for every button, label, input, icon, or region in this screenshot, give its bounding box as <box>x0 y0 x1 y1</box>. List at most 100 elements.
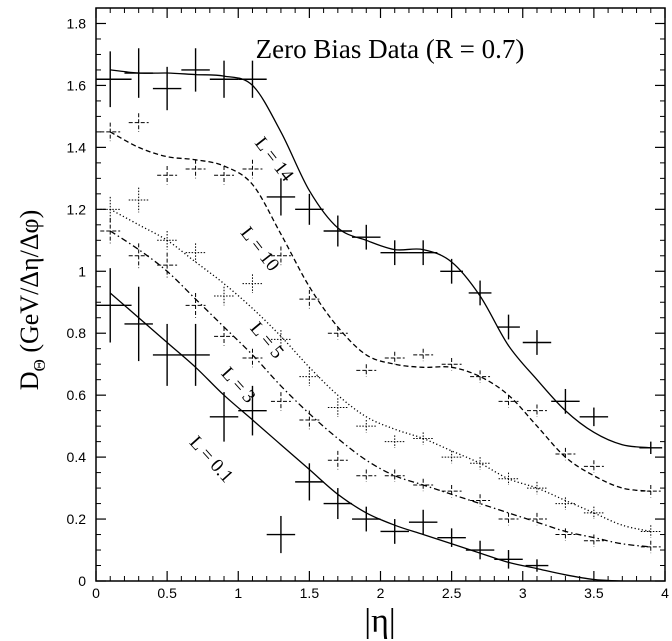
y-tick-label: 1.4 <box>67 139 87 155</box>
data-point <box>413 478 434 492</box>
data-point <box>441 357 462 371</box>
data-point <box>214 327 234 346</box>
data-point <box>181 323 210 386</box>
axis-ticks: 0 0.5 1 1.5 2 2.5 3 3.5 4 0 0.2 0.4 0.6 0.8 1 1.2 1.4 1.6… <box>67 8 669 601</box>
data-point <box>152 66 182 111</box>
data-point <box>299 289 320 309</box>
data-point <box>356 469 377 482</box>
x-tick-label: 3.5 <box>584 585 604 601</box>
data-point <box>100 122 121 142</box>
data-point <box>525 559 549 572</box>
series-curves <box>109 69 651 581</box>
data-point <box>242 274 263 293</box>
data-point <box>96 268 132 343</box>
data-point <box>185 292 206 318</box>
data-point <box>437 528 466 547</box>
data-point <box>185 159 206 179</box>
data-point <box>352 506 381 532</box>
data-point <box>209 60 239 98</box>
series-line <box>109 292 623 581</box>
data-point <box>270 330 291 349</box>
data-point <box>498 512 519 526</box>
data-point <box>380 519 409 544</box>
data-point <box>356 419 377 433</box>
data-point <box>185 243 206 262</box>
data-point <box>470 457 491 470</box>
chart-title: Zero Bias Data (R = 0.7) <box>256 34 525 64</box>
data-point <box>583 506 604 520</box>
data-point <box>295 193 324 225</box>
y-tick-label: 1.2 <box>67 201 87 217</box>
x-tick-label: 1 <box>234 585 242 601</box>
x-tick-label: 4 <box>661 585 669 601</box>
data-point <box>157 252 178 278</box>
data-point <box>440 258 464 284</box>
data-point <box>327 450 348 470</box>
data-point <box>640 525 661 538</box>
data-point <box>470 370 491 383</box>
data-point <box>640 484 661 498</box>
y-tick-label: 0.2 <box>67 511 87 527</box>
plot-frame <box>95 7 666 582</box>
data-point <box>238 385 267 436</box>
x-tick-label: 1.5 <box>300 585 320 601</box>
data-point <box>128 187 149 213</box>
data-point <box>497 314 520 340</box>
data-point <box>441 484 462 498</box>
x-axis-label: |η| <box>364 603 395 640</box>
series-label: L = 14 <box>250 133 298 186</box>
y-tick-label: 1.6 <box>67 77 87 93</box>
data-point <box>413 432 434 445</box>
data-point <box>384 351 405 365</box>
y-tick-label: 0.6 <box>67 387 87 403</box>
data-point <box>527 512 547 526</box>
data-point <box>555 497 576 510</box>
data-point <box>352 224 381 250</box>
data-point <box>498 395 519 408</box>
series-line <box>109 230 651 548</box>
data-point <box>470 494 491 507</box>
data-point <box>209 392 239 442</box>
data-point <box>408 509 438 535</box>
data-point <box>555 447 576 461</box>
x-tick-label: 2.5 <box>442 585 462 601</box>
data-point <box>356 364 377 377</box>
data-point <box>214 165 234 185</box>
data-point <box>323 488 353 520</box>
data-point <box>384 469 405 482</box>
series-label: L = 10 <box>236 223 283 275</box>
data-point <box>555 528 576 541</box>
data-point <box>157 231 178 250</box>
data-point <box>238 60 267 98</box>
data-point <box>124 286 153 362</box>
data-point <box>270 246 291 266</box>
series-line <box>110 69 651 449</box>
y-tick-label: 0.4 <box>67 449 87 465</box>
data-points <box>96 48 663 572</box>
series-line <box>109 131 651 492</box>
series-label: L = 5 <box>246 318 288 363</box>
data-point <box>583 460 604 473</box>
y-tick-label: 1.8 <box>67 15 87 31</box>
data-point <box>465 540 495 560</box>
data-point <box>242 348 263 368</box>
y-tick-label: 0 <box>78 573 86 589</box>
data-point <box>441 450 462 464</box>
data-point <box>640 540 661 554</box>
y-tick-label: 1 <box>78 263 86 279</box>
data-point <box>323 215 353 247</box>
data-point <box>157 165 178 185</box>
data-point <box>522 330 552 355</box>
data-point <box>152 323 182 386</box>
data-point <box>242 159 263 179</box>
data-point <box>384 435 405 448</box>
data-point <box>639 441 663 455</box>
data-point <box>100 196 121 222</box>
data-point <box>551 388 580 414</box>
data-point <box>96 51 132 108</box>
data-point <box>299 410 320 430</box>
x-tick-label: 0.5 <box>157 585 177 601</box>
data-point <box>124 48 153 98</box>
data-point <box>128 113 149 132</box>
data-point <box>527 404 547 417</box>
